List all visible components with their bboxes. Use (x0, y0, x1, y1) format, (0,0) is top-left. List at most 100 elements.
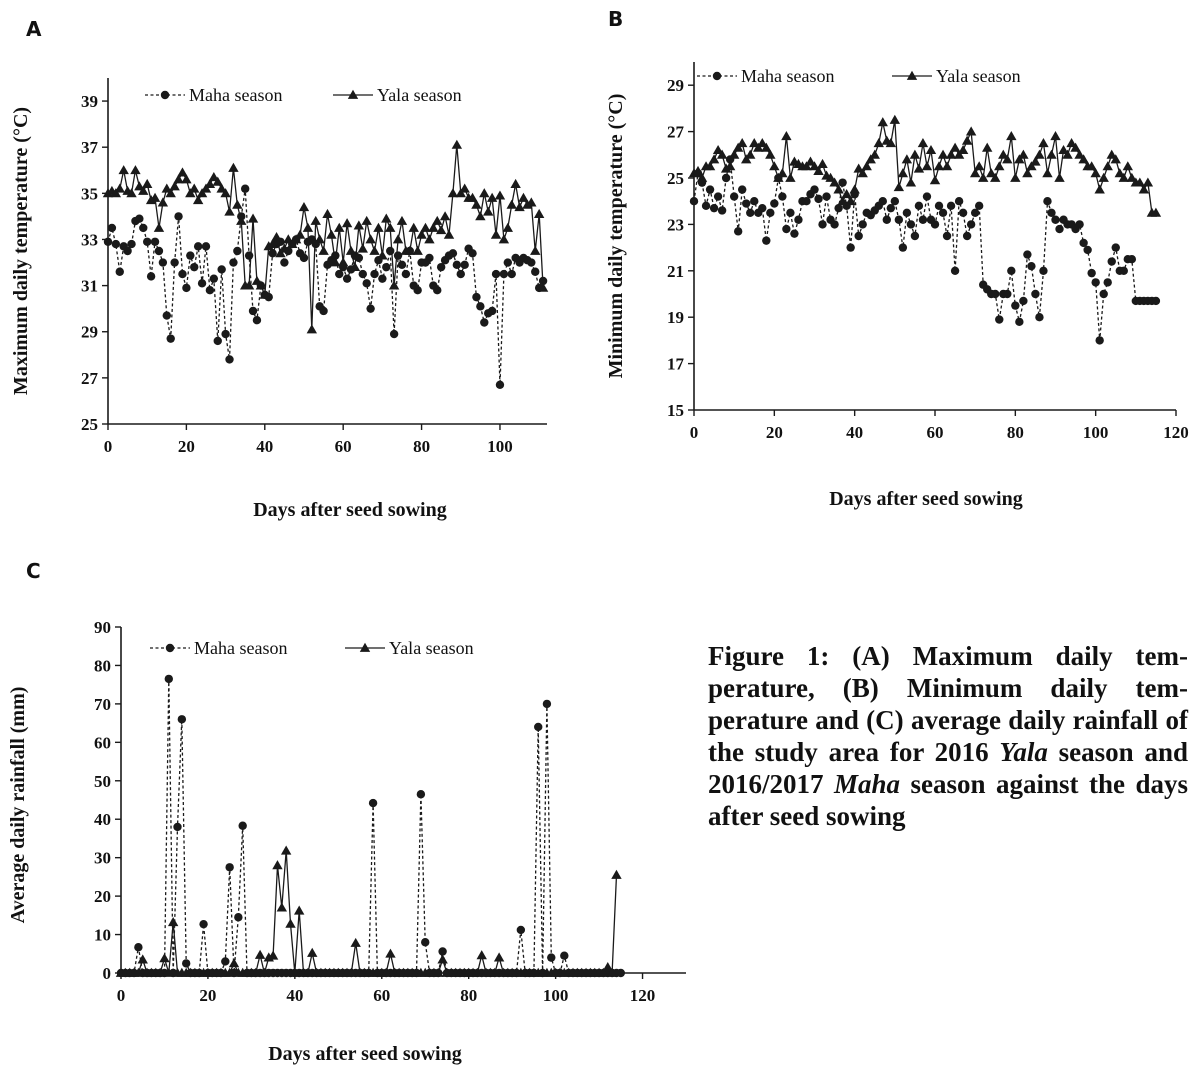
data-point-b-maha-season (1111, 243, 1120, 252)
data-point-b-yala-season (837, 196, 848, 206)
data-point-b-maha-season (1095, 336, 1104, 345)
data-point-a-yala-season (447, 188, 459, 198)
data-point-a-yala-season (279, 243, 290, 253)
data-point-a-maha-season (252, 316, 262, 325)
data-point-a-yala-season (224, 206, 235, 216)
data-point-a-yala-season (177, 167, 188, 177)
data-point-b-maha-season (1039, 266, 1048, 275)
data-point-b-yala-season (873, 138, 884, 148)
data-point-b-yala-season (753, 142, 764, 152)
data-point-c-maha-season (221, 957, 230, 966)
data-point-b-maha-season (1015, 317, 1024, 327)
data-point-a-maha-season (397, 260, 407, 270)
y-tick-label-a: 33 (81, 230, 98, 249)
data-point-c-maha-season (616, 968, 626, 978)
data-point-a-yala-season (432, 215, 443, 225)
data-point-b-yala-season (889, 114, 901, 124)
caption-yala: Yala (999, 737, 1048, 767)
y-tick-label-a: 35 (81, 184, 98, 203)
data-point-b-maha-season (954, 197, 964, 206)
data-point-a-yala-season (102, 188, 114, 198)
data-point-b-yala-season (841, 189, 852, 199)
data-point-a-yala-season (165, 188, 176, 198)
data-point-a-maha-season (170, 258, 179, 267)
legend-entry-c-yala-season: Yala season (345, 638, 474, 658)
data-point-a-maha-season (154, 246, 164, 256)
data-point-b-yala-season (869, 149, 880, 159)
data-point-b-maha-season (934, 201, 944, 211)
data-point-b-maha-season (898, 243, 908, 252)
data-point-a-maha-season (142, 237, 152, 246)
data-point-a-yala-season (204, 178, 216, 189)
data-point-a-yala-season (451, 139, 463, 149)
data-point-b-maha-season (830, 220, 839, 229)
chart-panel-a: A 25 27 29 31 33 35 37 39 0 20 40 60 80 100 Days after … (10, 17, 549, 521)
data-point-b-yala-season (973, 161, 985, 171)
data-point-a-yala-season (118, 165, 129, 175)
data-point-a-maha-season (389, 329, 399, 339)
data-point-c-maha-season (181, 959, 191, 968)
data-point-b-yala-season (829, 177, 840, 187)
data-point-a-maha-season (146, 272, 156, 281)
data-point-c-yala-season (272, 860, 283, 870)
data-point-b-yala-season (933, 161, 945, 171)
data-point-a-yala-season (318, 245, 329, 255)
data-point-a-maha-season (503, 258, 513, 267)
data-point-a-yala-season (341, 218, 353, 228)
data-point-a-maha-season (491, 269, 501, 279)
data-point-a-maha-season (107, 223, 117, 233)
y-tick-label-b: 21 (667, 262, 684, 281)
data-point-b-maha-season (713, 192, 723, 201)
x-tick-label-b: 20 (766, 423, 783, 442)
data-point-b-maha-season (738, 185, 747, 194)
legend-entry-b-yala-season: Yala season (892, 66, 1021, 86)
data-point-a-yala-season (330, 257, 341, 267)
data-point-b-maha-season (890, 197, 900, 206)
data-point-b-yala-season (917, 138, 929, 148)
data-point-a-maha-season (480, 318, 489, 327)
data-point-b-yala-season (845, 196, 856, 206)
data-point-a-maha-season (209, 274, 219, 283)
data-point-b-yala-season (986, 168, 997, 178)
data-point-b-maha-season (818, 220, 827, 229)
y-tick-label-a: 29 (81, 323, 98, 342)
y-tick-label-c: 80 (94, 656, 111, 675)
legend-label-b-yala-season: Yala season (936, 66, 1021, 86)
data-point-b-yala-season (941, 161, 953, 171)
data-point-a-yala-season (134, 181, 145, 191)
data-point-b-maha-season (1007, 266, 1016, 275)
data-point-a-yala-season (130, 165, 141, 175)
data-point-b-yala-season (1094, 184, 1105, 194)
data-point-b-maha-season (966, 220, 976, 229)
data-point-a-yala-season (365, 234, 376, 244)
data-point-b-maha-season (882, 215, 891, 224)
data-point-a-maha-season (531, 267, 540, 276)
data-point-c-yala-season (267, 950, 279, 960)
data-point-b-yala-season (937, 149, 949, 159)
data-point-a-maha-season (370, 269, 379, 279)
data-point-c-yala-season (606, 967, 618, 977)
data-point-a-yala-season (189, 183, 200, 193)
data-point-b-yala-season (1042, 168, 1053, 178)
data-point-b-maha-season (717, 206, 727, 215)
data-point-a-yala-season (247, 213, 259, 223)
data-point-a-yala-season (412, 245, 423, 255)
data-point-c-yala-season (133, 967, 144, 977)
data-point-b-maha-season (770, 199, 779, 208)
y-tick-label-c: 10 (94, 926, 111, 945)
data-point-b-yala-season (688, 168, 700, 178)
data-point-c-yala-season (285, 918, 296, 928)
legend-entry-a-maha-season: Maha season (145, 85, 282, 105)
data-point-c-yala-season (159, 953, 170, 963)
data-point-c-maha-season (516, 925, 526, 935)
data-point-a-yala-season (212, 176, 223, 186)
y-tick-label-b: 27 (667, 123, 685, 142)
data-point-a-yala-season (537, 282, 549, 292)
data-point-b-maha-season (689, 197, 699, 206)
data-point-a-yala-season (337, 257, 349, 267)
data-point-a-maha-season (233, 246, 242, 256)
data-point-a-yala-season (443, 229, 455, 239)
data-point-b-maha-season (962, 231, 972, 241)
data-point-a-yala-season (467, 192, 478, 202)
chart-panel-b: B 15 17 19 21 23 25 27 29 0 20 40 60 80 100 120 Days aft… (605, 7, 1189, 510)
